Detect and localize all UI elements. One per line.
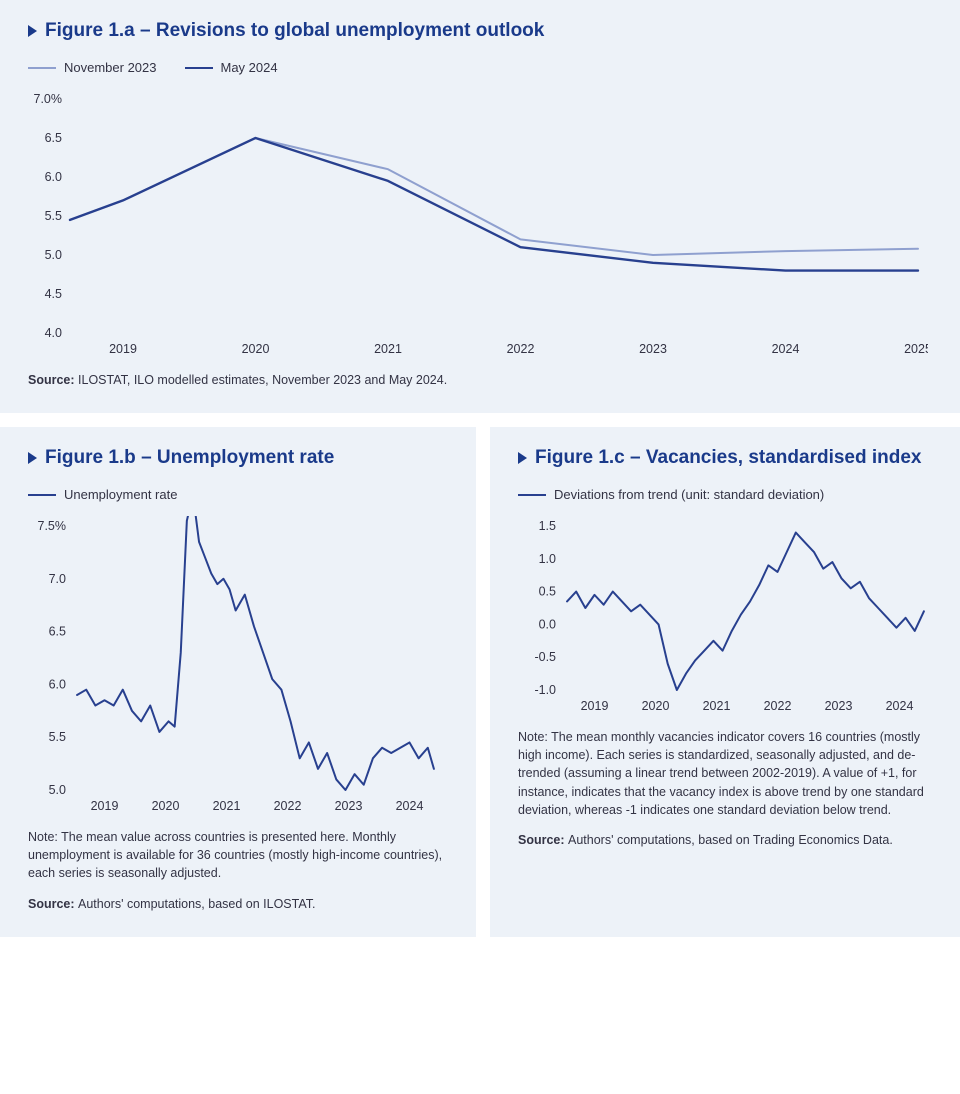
source-label: Source: [28, 897, 78, 911]
svg-text:2021: 2021 [374, 342, 402, 356]
svg-text:2023: 2023 [825, 699, 853, 713]
figure-1b-title: Figure 1.b – Unemployment rate [28, 447, 448, 469]
svg-text:2024: 2024 [772, 342, 800, 356]
svg-text:6.0: 6.0 [45, 170, 62, 184]
legend-swatch [185, 67, 213, 69]
svg-text:2024: 2024 [886, 699, 914, 713]
svg-text:2024: 2024 [396, 799, 424, 813]
source-label: Source: [518, 833, 568, 847]
svg-text:2023: 2023 [639, 342, 667, 356]
legend-label: Unemployment rate [64, 487, 177, 502]
svg-text:2020: 2020 [242, 342, 270, 356]
svg-text:6.5: 6.5 [45, 131, 62, 145]
svg-text:2022: 2022 [764, 699, 792, 713]
svg-text:-0.5: -0.5 [534, 650, 556, 664]
triangle-icon [28, 452, 37, 464]
figure-1b-source-text: Authors' computations, based on ILOSTAT. [78, 897, 315, 911]
figure-1c-title: Figure 1.c – Vacancies, standardised ind… [518, 447, 938, 469]
svg-text:2019: 2019 [581, 699, 609, 713]
svg-text:5.5: 5.5 [45, 209, 62, 223]
svg-text:2022: 2022 [274, 799, 302, 813]
triangle-icon [28, 25, 37, 37]
svg-text:0.0: 0.0 [539, 618, 556, 632]
legend-label: Deviations from trend (unit: standard de… [554, 487, 824, 502]
figure-1a-source-text: ILOSTAT, ILO modelled estimates, Novembe… [78, 373, 447, 387]
legend-item: Deviations from trend (unit: standard de… [518, 487, 824, 502]
figure-1c-legend: Deviations from trend (unit: standard de… [518, 487, 938, 502]
legend-item: Unemployment rate [28, 487, 177, 502]
svg-text:1.0: 1.0 [539, 552, 556, 566]
figure-1c-note: Note: The mean monthly vacancies indicat… [518, 728, 938, 819]
svg-text:7.5%: 7.5% [38, 519, 67, 533]
figure-1a-legend: November 2023 May 2024 [28, 60, 932, 75]
svg-text:2021: 2021 [213, 799, 241, 813]
triangle-icon [518, 452, 527, 464]
figure-1b-title-text: Figure 1.b – Unemployment rate [45, 447, 334, 469]
figure-1c-panel: Figure 1.c – Vacancies, standardised ind… [490, 427, 960, 937]
source-label: Source: [28, 373, 78, 387]
svg-text:2020: 2020 [642, 699, 670, 713]
figure-1a-title: Figure 1.a – Revisions to global unemplo… [28, 20, 932, 42]
svg-text:1.5: 1.5 [539, 519, 556, 533]
figure-1b-chart: 7.5% 7.0 6.5 6.0 5.5 5.0 2019 2020 2021 2022 2023 2… [28, 516, 448, 816]
svg-text:-1.0: -1.0 [534, 683, 556, 697]
figure-1c-source-text: Authors' computations, based on Trading … [568, 833, 893, 847]
svg-text:6.0: 6.0 [49, 678, 66, 692]
svg-text:2021: 2021 [703, 699, 731, 713]
legend-swatch [28, 494, 56, 496]
figure-1c-source: Source: Authors' computations, based on … [518, 831, 938, 849]
legend-swatch [28, 67, 56, 69]
svg-text:2025: 2025 [904, 342, 928, 356]
legend-swatch [518, 494, 546, 496]
svg-text:6.5: 6.5 [49, 625, 66, 639]
legend-label: May 2024 [221, 60, 278, 75]
figure-1c-chart: 1.5 1.0 0.5 0.0 -0.5 -1.0 2019 2020 2021 2022 2023… [518, 516, 938, 716]
figure-1a-chart: 7.0% 6.5 6.0 5.5 5.0 4.5 4.0 2019 2020 2021 2022 20… [28, 89, 932, 359]
legend-item: May 2024 [185, 60, 278, 75]
svg-text:4.0: 4.0 [45, 326, 62, 340]
svg-text:2020: 2020 [152, 799, 180, 813]
figure-1a-panel: Figure 1.a – Revisions to global unemplo… [0, 0, 960, 413]
figure-1a-source: Source: ILOSTAT, ILO modelled estimates,… [28, 371, 932, 389]
svg-text:2019: 2019 [91, 799, 119, 813]
svg-text:2023: 2023 [335, 799, 363, 813]
svg-text:5.0: 5.0 [49, 783, 66, 797]
svg-text:5.0: 5.0 [45, 248, 62, 262]
svg-text:7.0%: 7.0% [34, 92, 63, 106]
svg-text:0.5: 0.5 [539, 585, 556, 599]
svg-text:2022: 2022 [507, 342, 535, 356]
figure-1a-title-text: Figure 1.a – Revisions to global unemplo… [45, 20, 544, 42]
legend-item: November 2023 [28, 60, 157, 75]
svg-text:2019: 2019 [109, 342, 137, 356]
svg-text:7.0: 7.0 [49, 572, 66, 586]
figure-1b-source: Source: Authors' computations, based on … [28, 895, 448, 913]
legend-label: November 2023 [64, 60, 157, 75]
svg-text:4.5: 4.5 [45, 287, 62, 301]
svg-text:5.5: 5.5 [49, 730, 66, 744]
figure-1b-legend: Unemployment rate [28, 487, 448, 502]
figure-1c-title-text: Figure 1.c – Vacancies, standardised ind… [535, 447, 922, 469]
figure-1b-note: Note: The mean value across countries is… [28, 828, 448, 882]
figure-1b-panel: Figure 1.b – Unemployment rate Unemploym… [0, 427, 476, 937]
